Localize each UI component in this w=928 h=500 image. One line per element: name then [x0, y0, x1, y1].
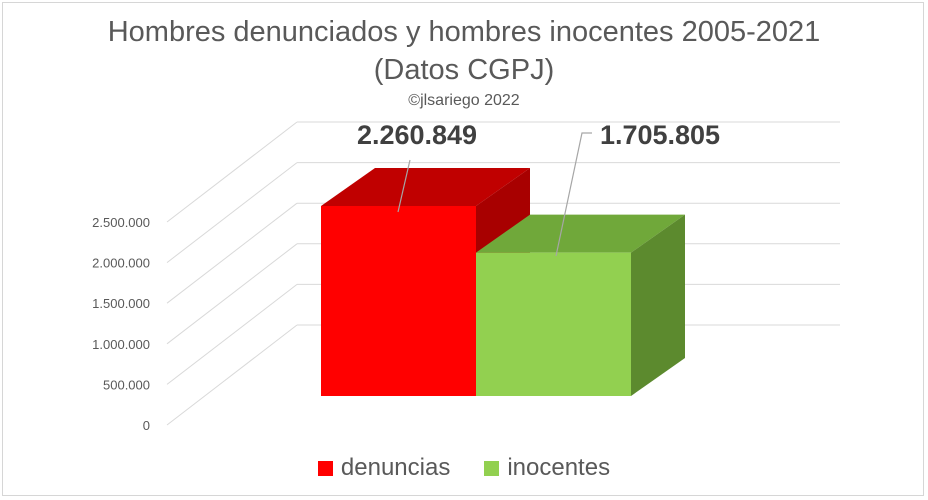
legend-swatch-inocentes [484, 460, 500, 476]
gridline-side-3 [166, 202, 298, 304]
y-tick-label-1: 500.000 [103, 377, 150, 392]
legend-item-denuncias: denuncias [317, 454, 451, 482]
y-tick-label-4: 2.000.000 [92, 256, 150, 271]
legend: denuncias inocentes [0, 454, 928, 482]
bar-side-inocentes [631, 214, 685, 396]
gridline-side-2 [166, 243, 298, 345]
gridline-side-1 [166, 284, 298, 385]
legend-label-denuncias: denuncias [340, 454, 451, 481]
data-label-inocentes: 1.705.805 [600, 120, 720, 150]
bar-front-inocentes [476, 252, 631, 396]
y-tick-label-5: 2.500.000 [92, 215, 150, 230]
chart-credit: ©jlsariego 2022 [408, 92, 520, 109]
gridline-side-0 [166, 324, 298, 426]
bar-top-inocentes [476, 214, 685, 253]
chart-subtitle: (Datos CGPJ) [373, 54, 555, 86]
chart-title: Hombres denunciados y hombres inocentes … [107, 16, 821, 48]
y-tick-label-0: 0 [143, 418, 150, 433]
legend-label-inocentes: inocentes [507, 454, 611, 481]
y-tick-label-2: 1.000.000 [92, 337, 150, 352]
data-label-denuncias: 2.260.849 [357, 120, 477, 150]
legend-swatch-denuncias [317, 460, 333, 476]
leader-line-denuncias [397, 159, 411, 213]
bar-front-denuncias [321, 206, 476, 396]
bar-top-denuncias [321, 168, 530, 206]
gridline-side-5 [166, 121, 298, 223]
y-tick-label-3: 1.500.000 [92, 296, 150, 311]
leader-line-inocentes [555, 132, 592, 257]
legend-item-inocentes: inocentes [484, 454, 610, 482]
gridline-side-4 [166, 162, 298, 263]
